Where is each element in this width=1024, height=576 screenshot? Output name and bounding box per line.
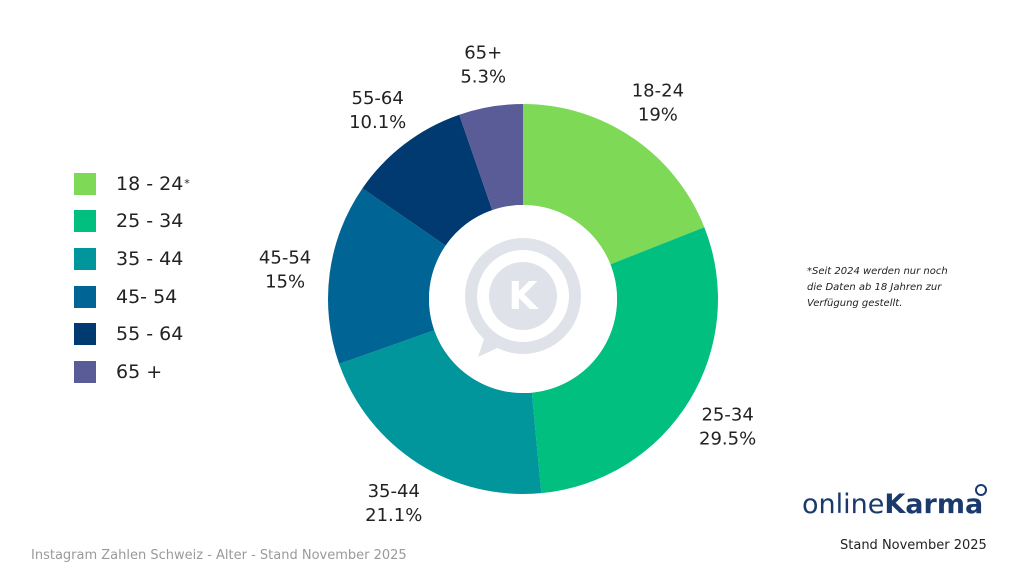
slice-65-plus	[459, 104, 523, 211]
legend-swatch	[74, 247, 96, 270]
legend-swatch	[74, 360, 96, 383]
center-logo-icon: K	[465, 238, 581, 357]
slice-18-24	[523, 104, 705, 265]
stand-label: Stand November 2025	[840, 538, 987, 553]
legend-label: 35 - 44	[116, 247, 184, 270]
footnote: *Seit 2024 werden nur noch die Daten ab …	[807, 264, 1007, 312]
legend-label: 45- 54	[116, 285, 178, 308]
footnote-line: *Seit 2024 werden nur noch	[807, 266, 948, 277]
slice-category-label: 55-64	[352, 88, 404, 109]
legend-footnote-marker: *	[184, 177, 190, 191]
legend-swatch	[74, 172, 96, 195]
legend-swatch	[74, 210, 96, 233]
legend-item-35-44: 35 - 44	[74, 240, 190, 278]
slice-labels: 18-24 19% 25-34 29.5% 35-44 21.1% 45-54 15% 55-6…	[259, 42, 756, 526]
slice-value-label: 21.1%	[365, 505, 422, 526]
legend-item-65-plus: 65 +	[74, 353, 190, 391]
brand-strong: Karma	[884, 489, 984, 520]
slice-value-label: 19%	[638, 105, 678, 126]
slice-value-label: 5.3%	[460, 66, 506, 87]
slice-category-label: 35-44	[368, 481, 420, 502]
legend-swatch	[74, 323, 96, 346]
slice-45-54	[328, 188, 446, 364]
legend-item-55-64: 55 - 64	[74, 315, 190, 353]
logo-letter: K	[508, 274, 539, 318]
slice-category-label: 45-54	[259, 247, 311, 268]
slice-value-label: 10.1%	[349, 112, 406, 133]
slice-value-label: 29.5%	[699, 428, 756, 449]
legend-label: 25 - 34	[116, 210, 184, 233]
legend-label: 18 - 24	[116, 172, 184, 195]
brand-logo: onlineKarma	[802, 489, 983, 520]
legend-label: 65 +	[116, 360, 163, 383]
slice-value-label: 15%	[265, 271, 305, 292]
donut-slices	[328, 104, 718, 494]
footnote-line: die Daten ab 18 Jahren zur	[807, 282, 942, 293]
legend-item-25-34: 25 - 34	[74, 203, 190, 241]
brand-dot-icon	[975, 484, 987, 496]
legend: 18 - 24 * 25 - 34 35 - 44 45- 54 55 - 64 …	[74, 165, 190, 391]
slice-35-44	[339, 330, 542, 494]
slice-category-label: 18-24	[632, 81, 684, 102]
slice-category-label: 65+	[464, 42, 502, 63]
legend-item-18-24: 18 - 24 *	[74, 165, 190, 203]
slice-55-64	[362, 114, 493, 246]
footnote-line: Verfügung gestellt.	[807, 298, 903, 309]
caption: Instagram Zahlen Schweiz - Alter - Stand…	[31, 548, 407, 563]
legend-label: 55 - 64	[116, 323, 184, 346]
legend-swatch	[74, 285, 96, 308]
legend-item-45-54: 45- 54	[74, 278, 190, 316]
slice-category-label: 25-34	[701, 404, 753, 425]
brand-light: online	[802, 489, 885, 520]
slice-25-34	[531, 227, 718, 494]
